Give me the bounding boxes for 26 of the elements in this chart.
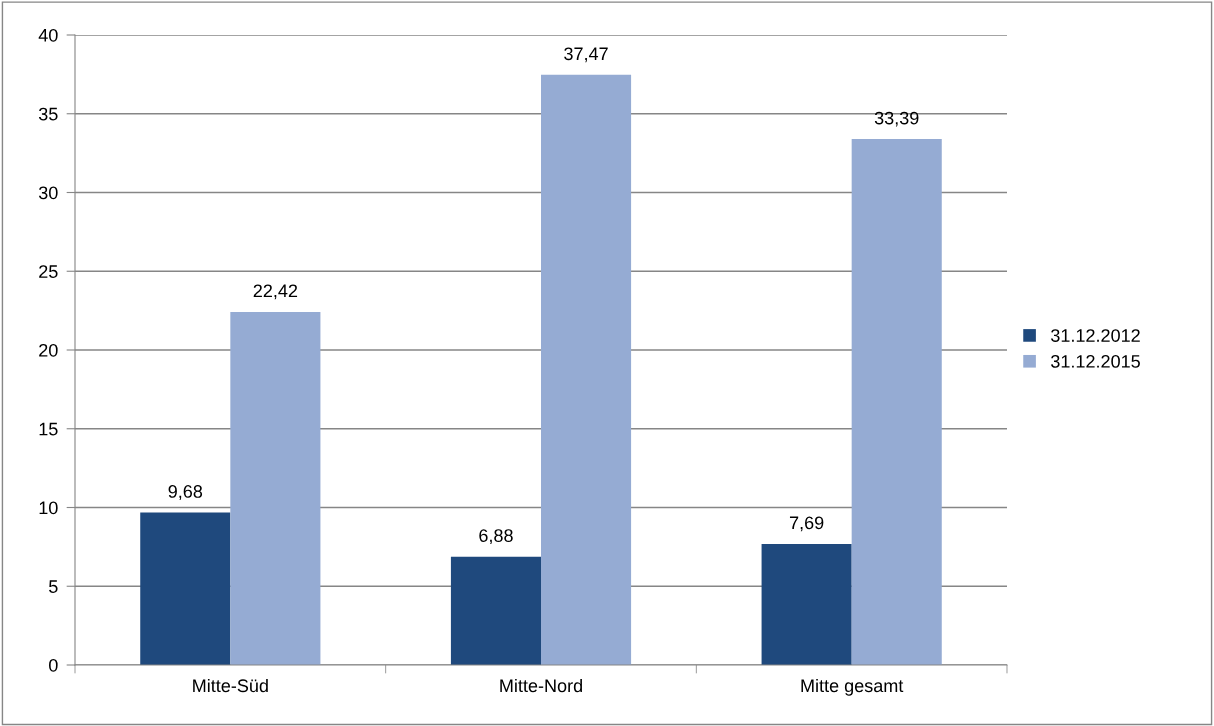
data-label: 7,69 [789,516,824,532]
bar [450,556,541,665]
y-tick-label: 15 [39,422,58,436]
y-tick-label: 30 [38,186,58,200]
bar [541,74,632,665]
data-label: 6,88 [479,529,513,545]
bar [230,311,321,665]
bar [140,512,231,665]
y-tick-label: 35 [38,107,58,121]
y-tick-label: 10 [39,501,58,515]
data-label: 37,47 [564,47,608,63]
bar [851,139,942,665]
y-tick-label: 25 [39,265,58,278]
data-label: 9,68 [168,485,203,500]
y-tick-label: 40 [38,28,58,42]
data-label: 22,42 [253,284,298,300]
x-tick-label: Mitte-Süd [193,678,268,693]
x-tick-label: Mitte-Nord [500,678,582,693]
y-tick-label: 0 [49,658,58,672]
bar [761,543,852,665]
y-tick-label: 5 [49,580,58,593]
y-tick-label: 20 [39,343,58,357]
x-tick-label: Mitte gesamt [801,678,904,696]
legend-label: 31.12.2012 [1051,329,1140,342]
data-label: 33,39 [874,111,919,127]
legend-label: 31.12.2015 [1051,354,1140,368]
